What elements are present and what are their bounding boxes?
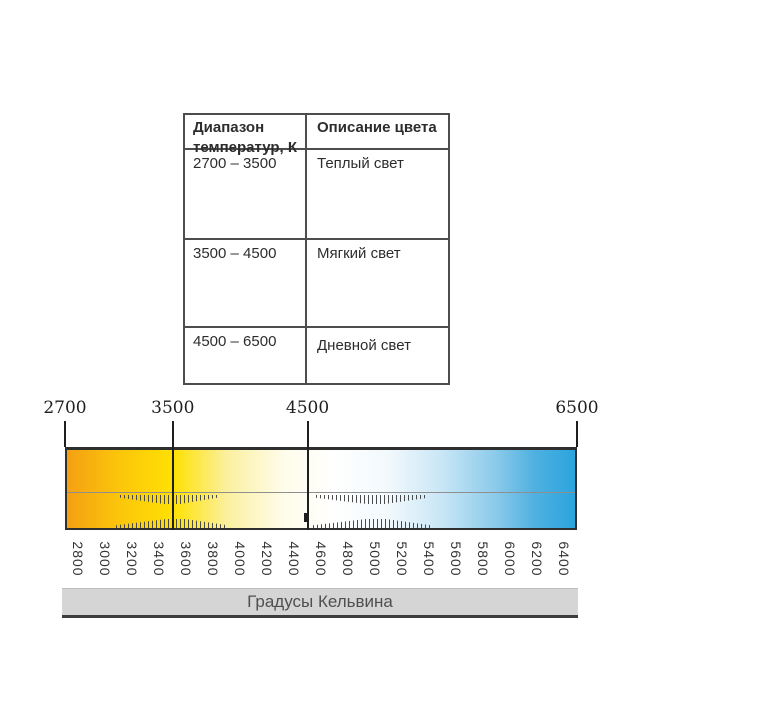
range-cell: 2700 – 3500 bbox=[185, 150, 307, 238]
kelvin-tick-label: 5800 bbox=[474, 541, 491, 577]
kelvin-tick-label: 4000 bbox=[232, 541, 249, 577]
kelvin-tick-label: 3000 bbox=[97, 541, 114, 577]
kelvin-tick-label: 3400 bbox=[151, 541, 168, 577]
scale-marker-tick bbox=[576, 421, 578, 447]
scale-marker-tick bbox=[306, 421, 309, 530]
kelvin-axis-title-bar: Градусы Кельвина bbox=[62, 588, 578, 618]
kelvin-tick-label: 2800 bbox=[70, 541, 87, 577]
kelvin-tick-label: 6000 bbox=[501, 541, 518, 577]
kelvin-tick-label: 6400 bbox=[555, 541, 572, 577]
temperature-table: Диапазон температур, К Описание цвета 27… bbox=[183, 113, 450, 385]
scale-major-label: 3500 bbox=[151, 398, 195, 418]
kelvin-tick-label: 5600 bbox=[447, 541, 464, 577]
kelvin-tick-label: 4400 bbox=[286, 541, 303, 577]
range-cell: 3500 – 4500 bbox=[185, 240, 307, 326]
gradient-bar bbox=[65, 447, 577, 530]
range-cell: 4500 – 6500 bbox=[185, 328, 307, 383]
header-range-cell: Диапазон температур, К bbox=[185, 115, 307, 156]
kelvin-axis-title: Градусы Кельвина bbox=[247, 592, 393, 611]
kelvin-tick-label: 4800 bbox=[339, 541, 356, 577]
bar-center-line bbox=[67, 492, 575, 494]
scale-major-label: 6500 bbox=[555, 398, 599, 418]
description-cell: Мягкий свет bbox=[317, 245, 401, 262]
tick-comb bbox=[313, 519, 431, 528]
kelvin-tick-label: 3600 bbox=[178, 541, 195, 577]
kelvin-tick-label: 3800 bbox=[205, 541, 222, 577]
kelvin-tick-label: 5000 bbox=[366, 541, 383, 577]
tick-comb bbox=[316, 495, 428, 504]
scale-major-label: 4500 bbox=[285, 398, 330, 418]
kelvin-tick-label: 6200 bbox=[528, 541, 545, 577]
kelvin-tick-label: 5400 bbox=[420, 541, 437, 577]
kelvin-tick-label: 5200 bbox=[393, 541, 410, 577]
scale-major-label: 2700 bbox=[43, 398, 87, 418]
table-row: 3500 – 4500 Мягкий свет bbox=[185, 240, 448, 328]
kelvin-tick-label: 3200 bbox=[124, 541, 141, 577]
scale-marker-tick bbox=[171, 421, 174, 530]
scale-marker-tick bbox=[64, 421, 66, 447]
table-header-row: Диапазон температур, К Описание цвета bbox=[185, 115, 448, 156]
kelvin-tick-label: 4600 bbox=[313, 541, 329, 577]
tick-comb bbox=[120, 495, 217, 504]
table-row: 2700 – 3500 Теплый свет bbox=[185, 150, 448, 240]
table-row: 4500 – 6500 Дневной свет bbox=[185, 328, 448, 383]
marker-blob bbox=[304, 513, 308, 522]
description-cell: Теплый свет bbox=[317, 155, 404, 172]
description-cell: Дневной свет bbox=[317, 337, 411, 354]
kelvin-tick-label: 4200 bbox=[259, 541, 276, 577]
header-description-cell: Описание цвета bbox=[317, 119, 437, 136]
